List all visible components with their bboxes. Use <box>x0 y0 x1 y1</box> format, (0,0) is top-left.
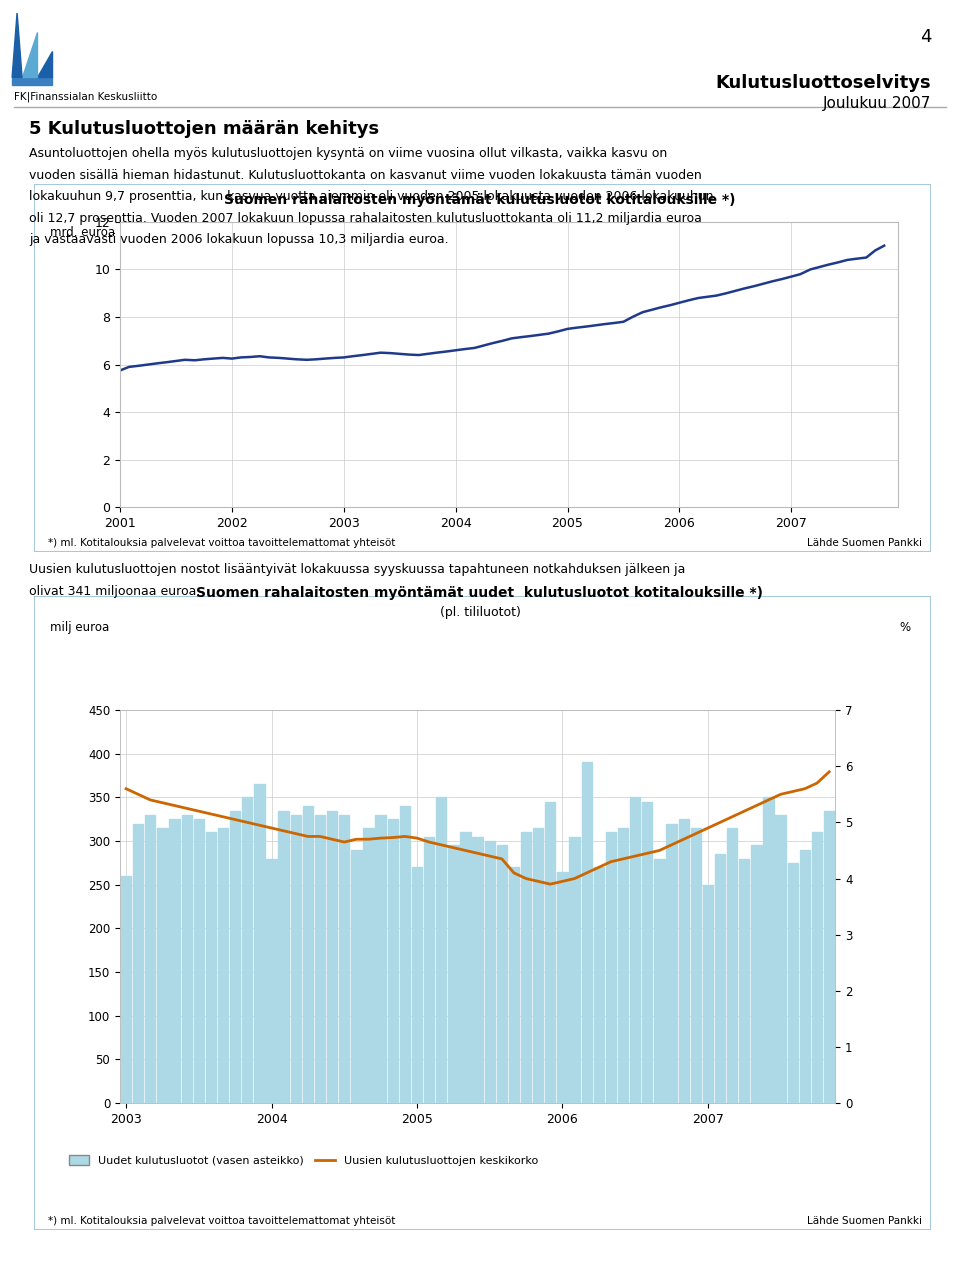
Text: Uusien kulutusluottojen nostot lisääntyivät lokakuussa syyskuussa tapahtuneen no: Uusien kulutusluottojen nostot lisääntyi… <box>29 563 685 576</box>
Bar <box>752 846 761 1103</box>
Text: ja vastaavasti vuoden 2006 lokakuun lopussa 10,3 miljardia euroa.: ja vastaavasti vuoden 2006 lokakuun lopu… <box>29 233 448 246</box>
Text: *) ml. Kotitalouksia palvelevat voittoa tavoittelemattomat yhteisöt: *) ml. Kotitalouksia palvelevat voittoa … <box>48 538 396 548</box>
Bar <box>618 828 628 1103</box>
Bar <box>363 828 373 1103</box>
Bar <box>291 815 300 1103</box>
Text: Suomen rahalaitosten myöntämät kulutusluotot kotitalouksille *): Suomen rahalaitosten myöntämät kulutuslu… <box>225 193 735 207</box>
Text: Joulukuu 2007: Joulukuu 2007 <box>823 96 931 112</box>
Bar <box>472 837 483 1103</box>
FancyBboxPatch shape <box>34 596 931 1230</box>
Bar <box>787 864 798 1103</box>
Bar <box>727 828 737 1103</box>
Bar <box>812 832 822 1103</box>
Bar <box>606 832 616 1103</box>
Polygon shape <box>12 77 52 85</box>
Bar <box>448 846 459 1103</box>
Bar <box>569 837 580 1103</box>
Bar <box>630 798 640 1103</box>
Bar <box>461 832 470 1103</box>
Text: 5 Kulutusluottojen määrän kehitys: 5 Kulutusluottojen määrän kehitys <box>29 120 379 138</box>
Bar <box>399 806 410 1103</box>
Bar <box>157 828 168 1103</box>
Bar <box>715 855 725 1103</box>
Bar <box>205 832 216 1103</box>
Bar <box>436 798 446 1103</box>
Bar <box>642 801 653 1103</box>
Bar <box>824 810 834 1103</box>
Bar <box>558 871 567 1103</box>
Text: lokakuuhun 9,7 prosenttia, kun kasvua vuotta aiemmin eli vuoden 2005 lokakuusta : lokakuuhun 9,7 prosenttia, kun kasvua vu… <box>29 190 713 203</box>
Bar <box>375 815 386 1103</box>
Bar <box>800 850 810 1103</box>
Polygon shape <box>12 13 22 77</box>
Bar <box>545 801 556 1103</box>
Bar <box>230 810 240 1103</box>
Bar <box>121 876 132 1103</box>
Bar <box>181 815 192 1103</box>
Bar <box>424 837 434 1103</box>
Bar <box>169 819 180 1103</box>
Bar <box>582 762 592 1103</box>
Text: olivat 341 miljoonaa euroa.: olivat 341 miljoonaa euroa. <box>29 585 201 597</box>
Bar <box>690 828 701 1103</box>
Text: Kulutusluottoselvitys: Kulutusluottoselvitys <box>715 74 931 91</box>
Bar <box>593 867 604 1103</box>
Bar <box>655 858 664 1103</box>
Text: Suomen rahalaitosten myöntämät uudet  kulutusluotot kotitalouksille *): Suomen rahalaitosten myöntämät uudet kul… <box>197 586 763 600</box>
Bar <box>327 810 337 1103</box>
Bar <box>254 785 265 1103</box>
Bar <box>194 819 204 1103</box>
Bar <box>509 867 519 1103</box>
Text: mrd. euroa: mrd. euroa <box>50 226 115 238</box>
Bar <box>133 824 143 1103</box>
Bar <box>496 846 507 1103</box>
Bar <box>521 832 531 1103</box>
Bar <box>485 841 494 1103</box>
Bar <box>533 828 543 1103</box>
Bar <box>776 815 786 1103</box>
Text: FK|Finanssialan Keskusliitto: FK|Finanssialan Keskusliitto <box>14 91 157 101</box>
Bar <box>145 815 156 1103</box>
Text: Asuntoluottojen ohella myös kulutusluottojen kysyntä on viime vuosina ollut vilk: Asuntoluottojen ohella myös kulutusluott… <box>29 147 667 160</box>
Bar <box>302 806 313 1103</box>
Bar <box>763 798 774 1103</box>
Bar <box>315 815 325 1103</box>
FancyBboxPatch shape <box>34 184 931 552</box>
Text: %: % <box>899 621 910 634</box>
Bar <box>679 819 689 1103</box>
Polygon shape <box>22 32 37 77</box>
Bar <box>278 810 289 1103</box>
Text: vuoden sisällä hieman hidastunut. Kulutusluottokanta on kasvanut viime vuoden lo: vuoden sisällä hieman hidastunut. Kulutu… <box>29 169 702 181</box>
Text: Lähde Suomen Pankki: Lähde Suomen Pankki <box>806 1216 922 1226</box>
Text: 4: 4 <box>920 28 931 46</box>
Text: oli 12,7 prosenttia. Vuoden 2007 lokakuun lopussa rahalaitosten kulutusluottokan: oli 12,7 prosenttia. Vuoden 2007 lokakuu… <box>29 212 702 224</box>
Text: milj euroa: milj euroa <box>50 621 109 634</box>
Bar <box>218 828 228 1103</box>
Bar <box>412 867 422 1103</box>
Text: (pl. tililuotot): (pl. tililuotot) <box>440 606 520 619</box>
Bar <box>739 858 750 1103</box>
Bar <box>703 885 713 1103</box>
Bar <box>388 819 397 1103</box>
Bar <box>242 798 252 1103</box>
Polygon shape <box>37 51 52 77</box>
Bar <box>351 850 362 1103</box>
Bar <box>266 858 276 1103</box>
Text: Lähde Suomen Pankki: Lähde Suomen Pankki <box>806 538 922 548</box>
Bar <box>666 824 677 1103</box>
Legend: Uudet kulutusluotot (vasen asteikko), Uusien kulutusluottojen keskikorko: Uudet kulutusluotot (vasen asteikko), Uu… <box>64 1151 542 1170</box>
Bar <box>339 815 349 1103</box>
Text: *) ml. Kotitalouksia palvelevat voittoa tavoittelemattomat yhteisöt: *) ml. Kotitalouksia palvelevat voittoa … <box>48 1216 396 1226</box>
